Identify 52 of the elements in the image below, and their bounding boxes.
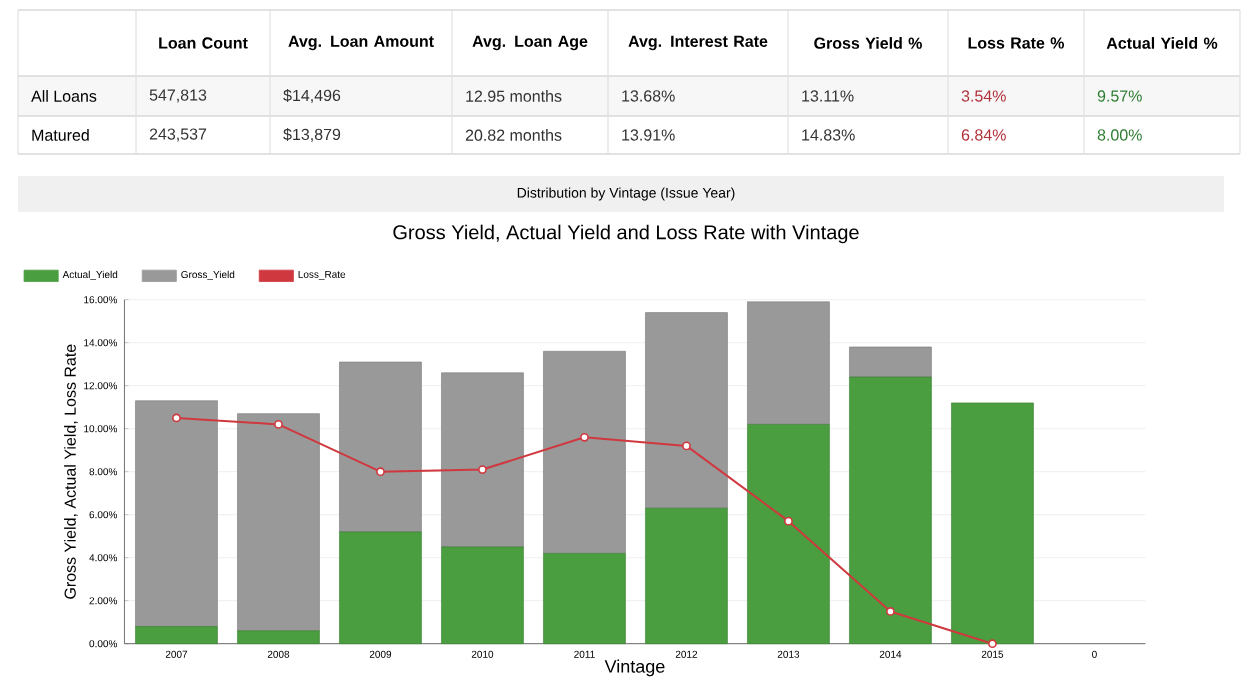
category-label: Matured <box>32 129 89 141</box>
category-label: Loan Count <box>159 37 248 49</box>
text: 13.91% <box>622 129 675 141</box>
chart-title: Gross Yield, Actual Yield and Loss Rate with Vintage <box>393 224 859 244</box>
text: 20.82 months <box>465 129 562 141</box>
point <box>478 465 487 474</box>
category-label: Avg. Interest Rate <box>628 35 768 51</box>
point <box>376 467 385 477</box>
text: 12.95 months <box>466 90 562 102</box>
category-label: Gross Yield % <box>814 37 922 49</box>
bar <box>441 372 524 548</box>
bar <box>849 376 932 644</box>
point <box>580 432 589 442</box>
bar <box>237 630 320 644</box>
point <box>784 516 793 526</box>
point <box>988 639 997 649</box>
text: 8.00% <box>1097 129 1142 141</box>
bar <box>339 531 422 644</box>
text: $14,496 <box>283 89 341 103</box>
category-label: Avg. Loan Age <box>472 35 588 51</box>
bar <box>135 626 218 644</box>
bar <box>135 400 218 627</box>
text: 3.54% <box>961 90 1006 102</box>
category-label: Actual Yield % <box>1106 37 1218 49</box>
text: 14.83% <box>802 129 855 141</box>
text: $13,879 <box>283 128 341 142</box>
text: 6.84% <box>961 129 1006 141</box>
text: 9.57% <box>1097 90 1142 102</box>
category-label: Avg. Loan Amount <box>288 35 434 51</box>
bar <box>951 402 1034 644</box>
point <box>682 441 691 451</box>
category-label: All Loans <box>31 90 97 102</box>
bar <box>747 301 830 425</box>
bar <box>543 553 626 644</box>
bar <box>339 361 422 533</box>
text: 547,813 <box>149 89 207 103</box>
bar <box>849 346 932 378</box>
x-axis-title: Vintage <box>604 659 665 677</box>
bar <box>645 507 728 644</box>
point <box>274 419 283 429</box>
bar <box>441 546 524 644</box>
bar <box>237 413 320 632</box>
bar <box>543 350 626 554</box>
bar <box>747 424 830 644</box>
text: 13.11% <box>802 90 854 102</box>
point <box>886 607 895 616</box>
text: 243,537 <box>149 128 207 142</box>
bar <box>645 312 728 509</box>
point <box>172 413 181 423</box>
category-label: Loss Rate % <box>968 37 1065 49</box>
text: 13.68% <box>622 90 675 102</box>
y-axis-title: Gross Yield, Actual Yield, Loss Rate <box>64 344 78 599</box>
